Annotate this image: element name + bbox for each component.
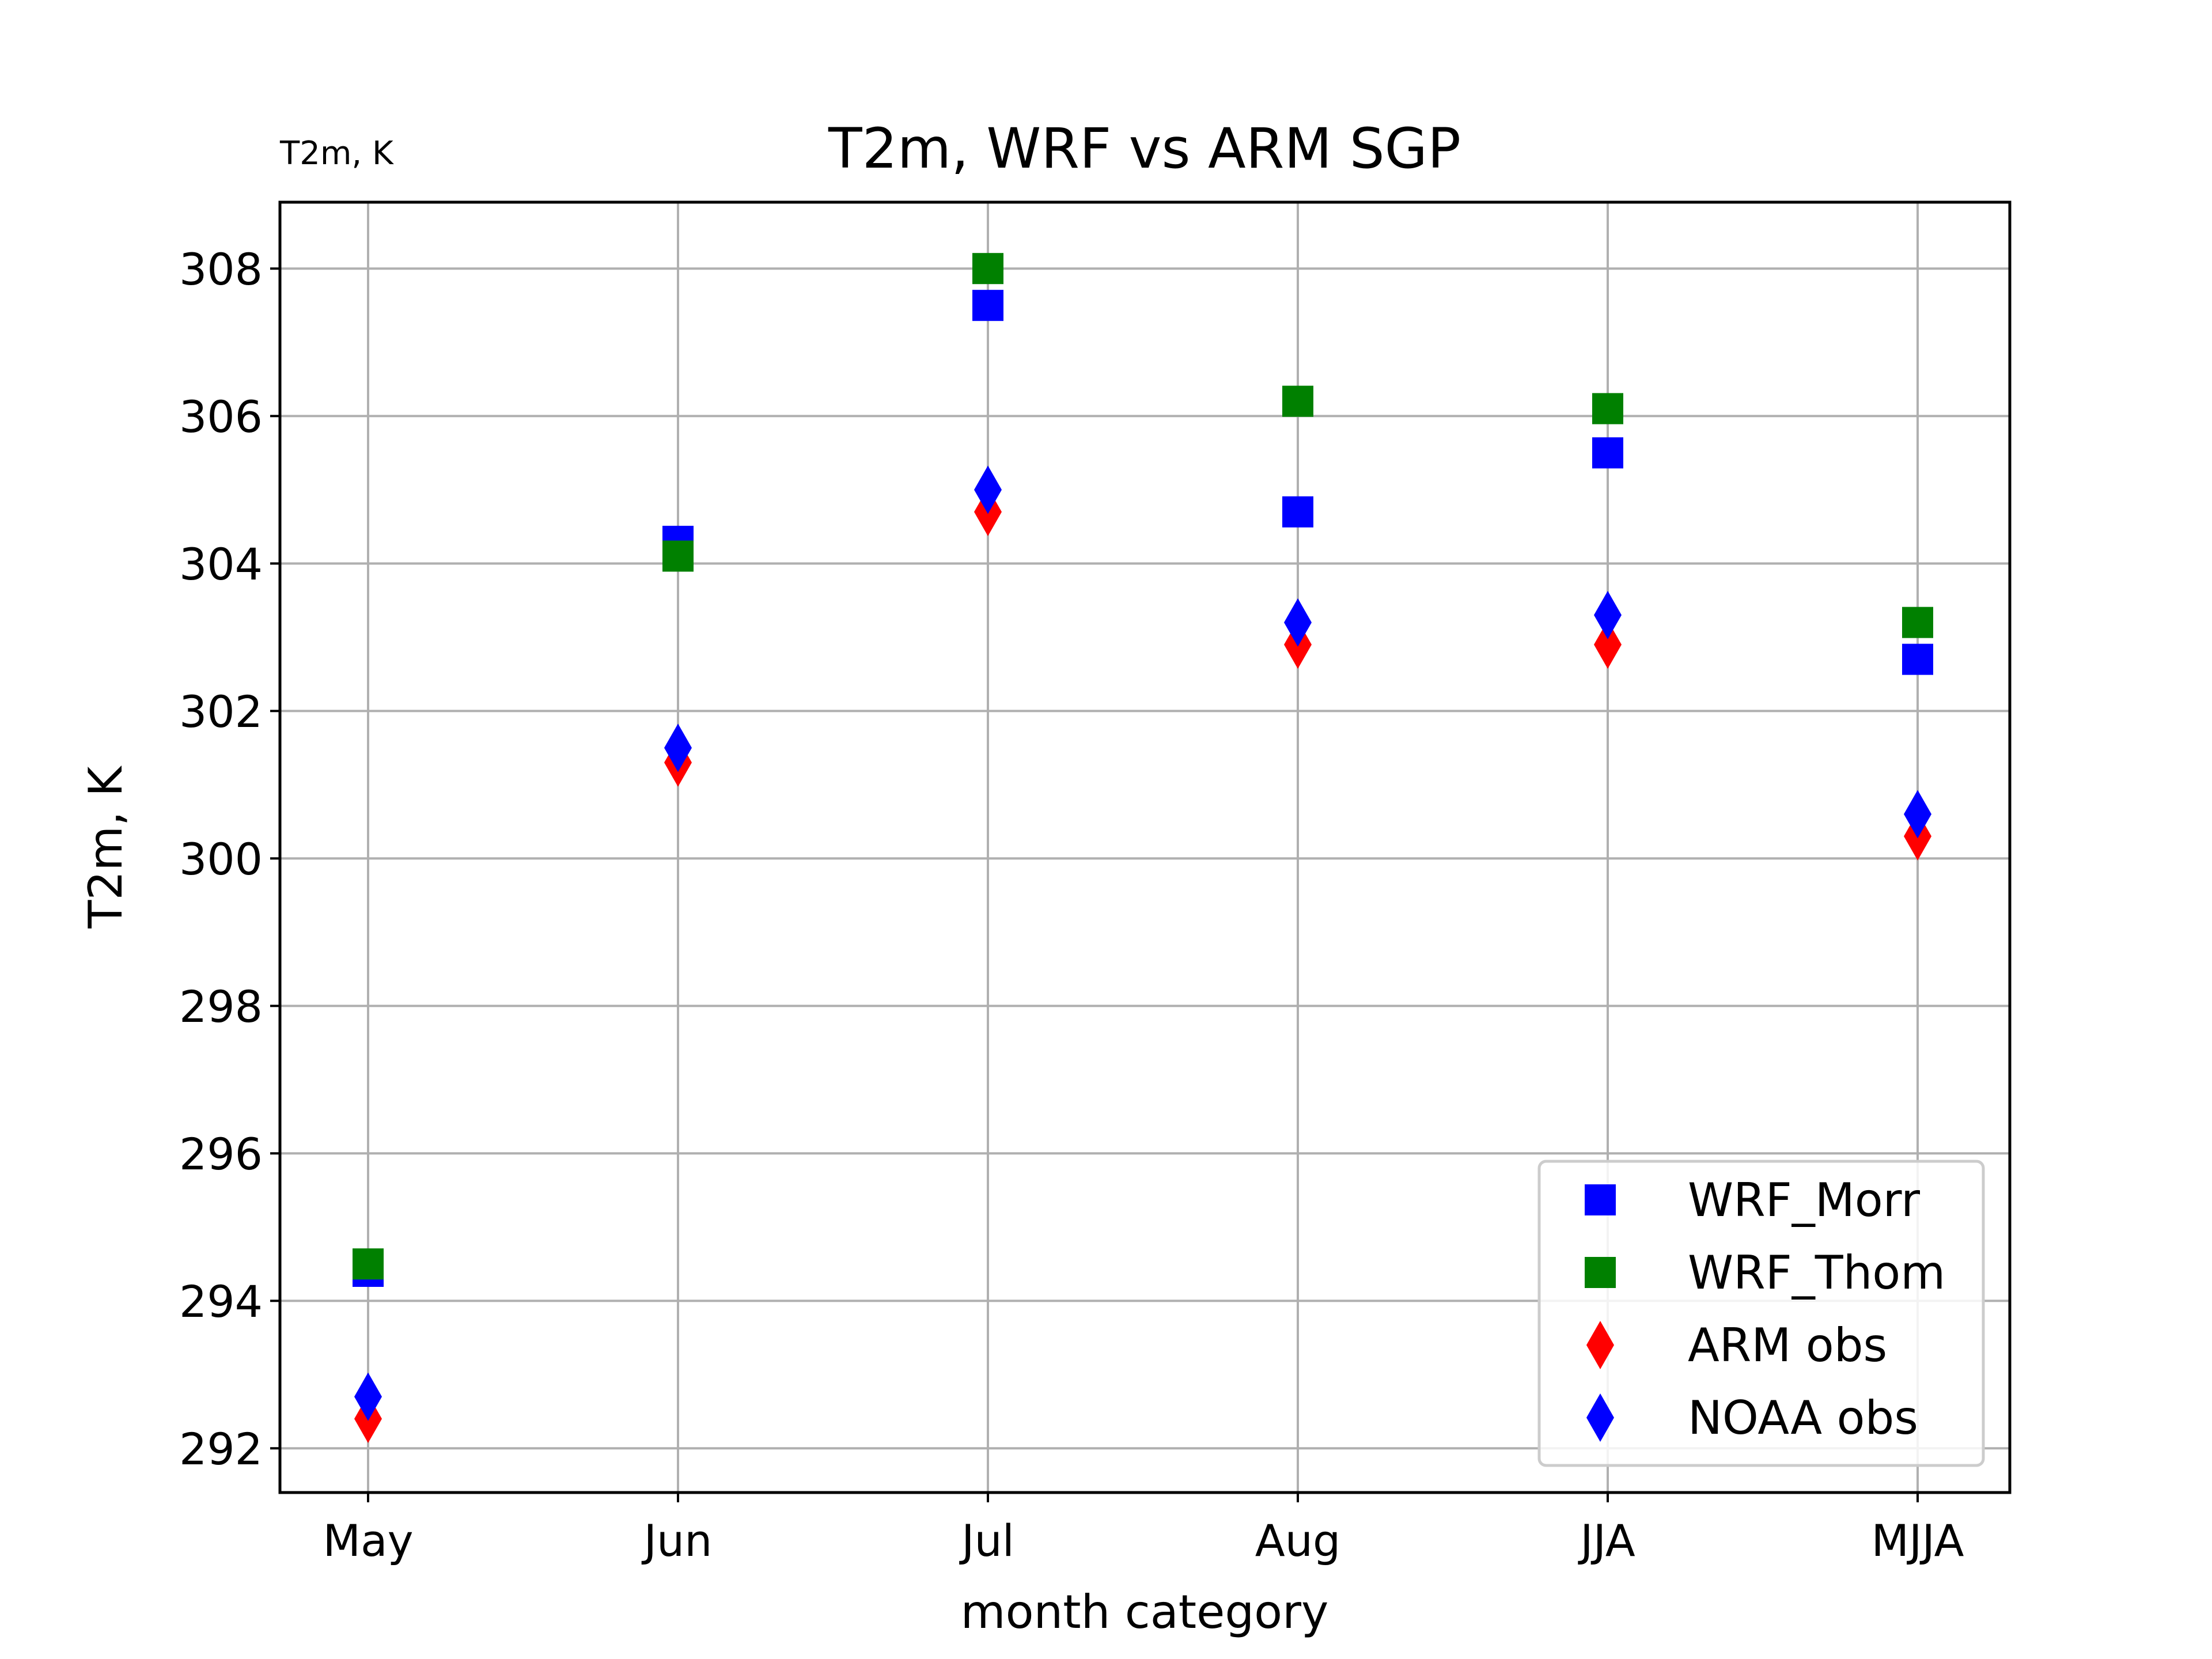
legend-marker-arm-obs bbox=[1586, 1321, 1614, 1369]
data-points bbox=[353, 253, 1933, 1443]
point-wrf-thom bbox=[353, 1248, 384, 1280]
y-axis-label: T2m, K bbox=[79, 765, 132, 929]
y-tick-label: 300 bbox=[179, 834, 263, 885]
chart-title: T2m, WRF vs ARM SGP bbox=[828, 116, 1461, 181]
y-tick-label: 302 bbox=[179, 686, 263, 737]
axis-ticks: 292 294 296 298 300 302 304 306 308 May Jun Jul Aug J… bbox=[179, 244, 1964, 1566]
y-tick-label: 306 bbox=[179, 391, 263, 442]
corner-axis-label: T2m, K bbox=[279, 135, 394, 172]
point-wrf-thom bbox=[1282, 385, 1313, 417]
x-tick-label: Jun bbox=[642, 1515, 713, 1566]
y-tick-label: 304 bbox=[179, 539, 263, 590]
legend-label-noaa-obs: NOAA obs bbox=[1688, 1391, 1918, 1445]
point-wrf-thom bbox=[662, 540, 694, 572]
x-tick-label: May bbox=[323, 1515, 413, 1566]
y-tick-label: 308 bbox=[179, 244, 263, 295]
y-tick-label: 298 bbox=[179, 981, 263, 1032]
point-arm-obs bbox=[1594, 620, 1622, 669]
point-wrf-morr bbox=[1282, 496, 1313, 528]
point-noaa-obs bbox=[974, 465, 1002, 514]
point-wrf-thom bbox=[1592, 393, 1623, 425]
x-tick-label: JJA bbox=[1578, 1515, 1635, 1566]
point-noaa-obs bbox=[1284, 598, 1312, 647]
legend-box bbox=[1537, 1160, 1985, 1467]
y-tick-label: 294 bbox=[179, 1276, 263, 1327]
legend: WRF_Morr WRF_Thom ARM obs NOAA obs bbox=[1537, 1160, 1985, 1467]
legend-label-arm-obs: ARM obs bbox=[1688, 1319, 1887, 1372]
point-noaa-obs bbox=[664, 724, 692, 772]
legend-marker-wrf-thom bbox=[1585, 1257, 1616, 1288]
point-wrf-morr bbox=[972, 290, 1003, 321]
y-tick-label: 292 bbox=[179, 1423, 263, 1475]
x-axis-label: month category bbox=[961, 1585, 1329, 1639]
legend-label-wrf-morr: WRF_Morr bbox=[1688, 1173, 1920, 1227]
point-wrf-thom bbox=[1902, 607, 1933, 638]
legend-label-wrf-thom: WRF_Thom bbox=[1688, 1246, 1945, 1300]
point-wrf-morr bbox=[1902, 643, 1933, 675]
point-noaa-obs bbox=[1904, 790, 1931, 839]
x-tick-label: Jul bbox=[959, 1515, 1014, 1566]
legend-marker-noaa-obs bbox=[1586, 1393, 1614, 1442]
point-wrf-thom bbox=[972, 253, 1003, 285]
y-tick-label: 296 bbox=[179, 1128, 263, 1180]
point-wrf-morr bbox=[1592, 437, 1623, 469]
point-noaa-obs bbox=[354, 1372, 382, 1421]
x-tick-label: Aug bbox=[1255, 1515, 1340, 1566]
legend-marker-wrf-morr bbox=[1585, 1184, 1616, 1215]
x-tick-label: MJJA bbox=[1871, 1515, 1964, 1566]
plot-frame bbox=[278, 200, 2012, 1494]
point-noaa-obs bbox=[1594, 590, 1622, 639]
